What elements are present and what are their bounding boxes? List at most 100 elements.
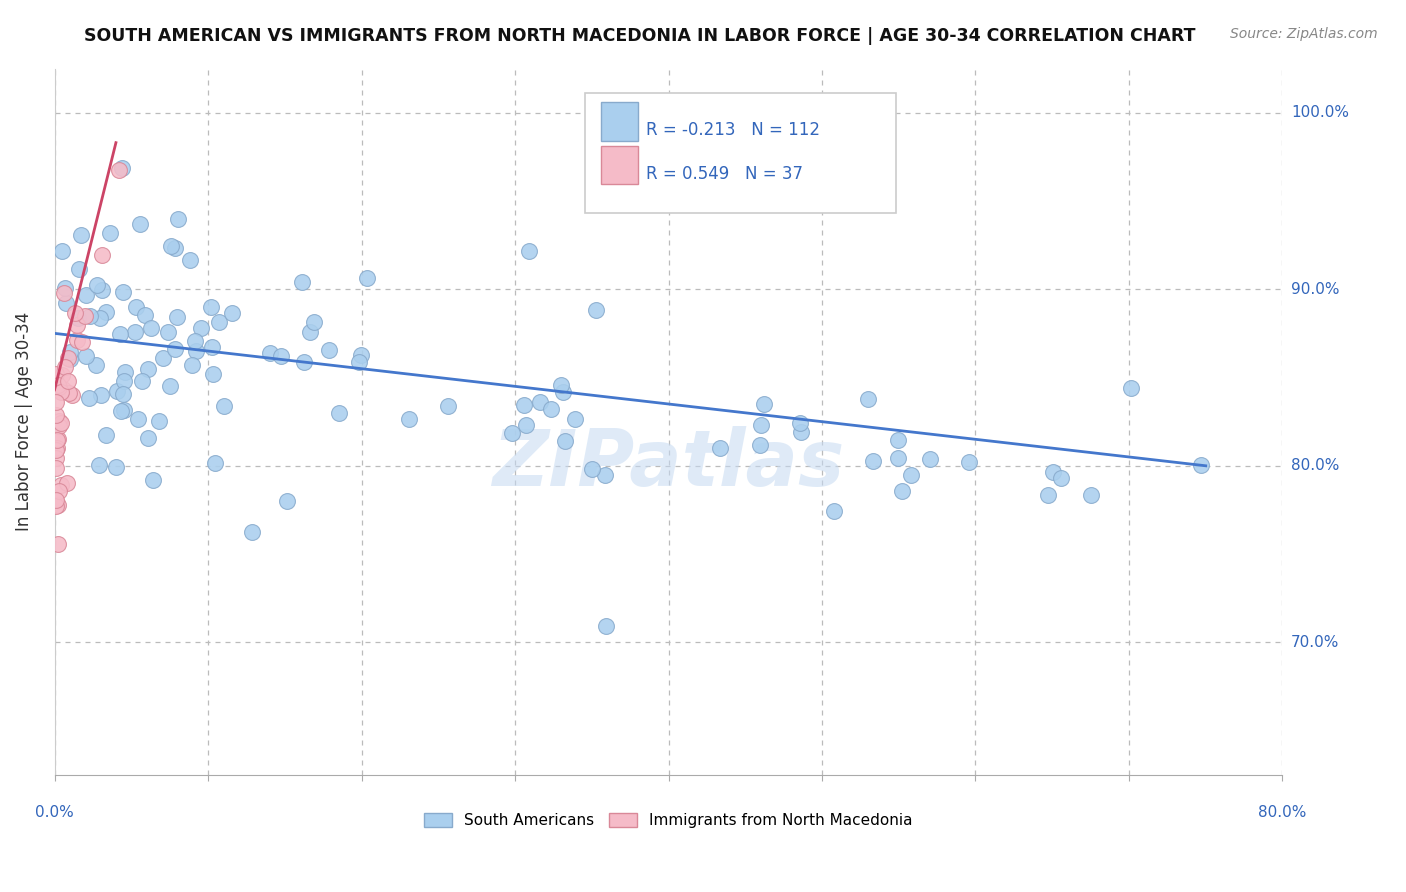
Point	[110, 326, 132, 341]
Point	[45, 460, 67, 475]
Text: R = 0.549   N = 37: R = 0.549 N = 37	[647, 165, 803, 184]
Point	[862, 454, 884, 468]
Point	[398, 412, 420, 426]
Point	[554, 434, 576, 448]
Point	[148, 414, 170, 428]
Point	[124, 300, 146, 314]
Point	[131, 374, 153, 388]
Point	[141, 320, 163, 334]
Point	[114, 365, 136, 379]
Point	[292, 355, 315, 369]
Point	[134, 308, 156, 322]
Point	[75, 287, 97, 301]
Point	[111, 386, 134, 401]
Point	[45, 499, 67, 513]
Point	[190, 321, 212, 335]
Point	[45, 443, 67, 458]
Point	[77, 392, 100, 406]
Point	[595, 619, 617, 633]
Point	[291, 276, 314, 290]
Point	[108, 162, 131, 177]
Point	[328, 406, 350, 420]
Point	[45, 408, 67, 422]
Point	[553, 384, 575, 399]
Point	[318, 343, 340, 357]
Point	[1189, 458, 1212, 473]
Point	[501, 426, 523, 441]
Text: 90.0%: 90.0%	[1291, 282, 1340, 297]
Point	[58, 386, 80, 401]
Point	[581, 462, 603, 476]
Point	[136, 361, 159, 376]
Point	[789, 416, 811, 430]
FancyBboxPatch shape	[600, 146, 638, 185]
Point	[90, 388, 112, 402]
FancyBboxPatch shape	[600, 103, 638, 141]
Point	[49, 416, 72, 430]
Point	[529, 395, 551, 409]
Text: 100.0%: 100.0%	[1291, 105, 1348, 120]
Point	[49, 384, 72, 399]
Point	[56, 476, 79, 491]
Point	[48, 414, 70, 428]
Point	[94, 305, 117, 319]
FancyBboxPatch shape	[585, 94, 896, 213]
Text: 0.0%: 0.0%	[35, 805, 75, 821]
Point	[111, 161, 134, 176]
Point	[856, 392, 879, 407]
Point	[59, 344, 82, 359]
Point	[540, 402, 562, 417]
Point	[48, 484, 70, 499]
Point	[124, 326, 146, 340]
Point	[66, 333, 89, 347]
Point	[110, 404, 132, 418]
Point	[200, 300, 222, 314]
Point	[152, 351, 174, 365]
Point	[437, 399, 460, 413]
Point	[53, 359, 76, 374]
Point	[58, 351, 80, 365]
Text: 70.0%: 70.0%	[1291, 635, 1339, 650]
Point	[67, 310, 90, 325]
Point	[1119, 381, 1142, 395]
Point	[167, 211, 190, 226]
Point	[90, 248, 112, 262]
Point	[127, 411, 149, 425]
Point	[749, 417, 772, 432]
Point	[51, 244, 73, 258]
Point	[179, 252, 201, 267]
Point	[156, 325, 179, 339]
Point	[45, 493, 67, 508]
Text: SOUTH AMERICAN VS IMMIGRANTS FROM NORTH MACEDONIA IN LABOR FORCE | AGE 30-34 COR: SOUTH AMERICAN VS IMMIGRANTS FROM NORTH …	[84, 27, 1197, 45]
Point	[517, 244, 540, 259]
Point	[46, 377, 69, 392]
Point	[66, 318, 89, 332]
Point	[91, 283, 114, 297]
Point	[60, 388, 83, 402]
Point	[790, 425, 813, 439]
Point	[59, 352, 82, 367]
Point	[53, 280, 76, 294]
Point	[142, 473, 165, 487]
Point	[111, 285, 134, 299]
Point	[1042, 465, 1064, 479]
Point	[73, 309, 96, 323]
Point	[709, 441, 731, 455]
Point	[48, 418, 70, 433]
Point	[918, 452, 941, 467]
Point	[87, 458, 110, 473]
Point	[201, 367, 224, 381]
Point	[45, 367, 67, 381]
Point	[749, 437, 772, 451]
Point	[112, 374, 135, 388]
Point	[48, 380, 70, 394]
Point	[98, 226, 121, 240]
Point	[166, 310, 188, 324]
Point	[94, 428, 117, 442]
Point	[1080, 488, 1102, 502]
Point	[58, 374, 80, 388]
Point	[356, 270, 378, 285]
Point	[887, 434, 910, 448]
Point	[752, 397, 775, 411]
Point	[204, 456, 226, 470]
